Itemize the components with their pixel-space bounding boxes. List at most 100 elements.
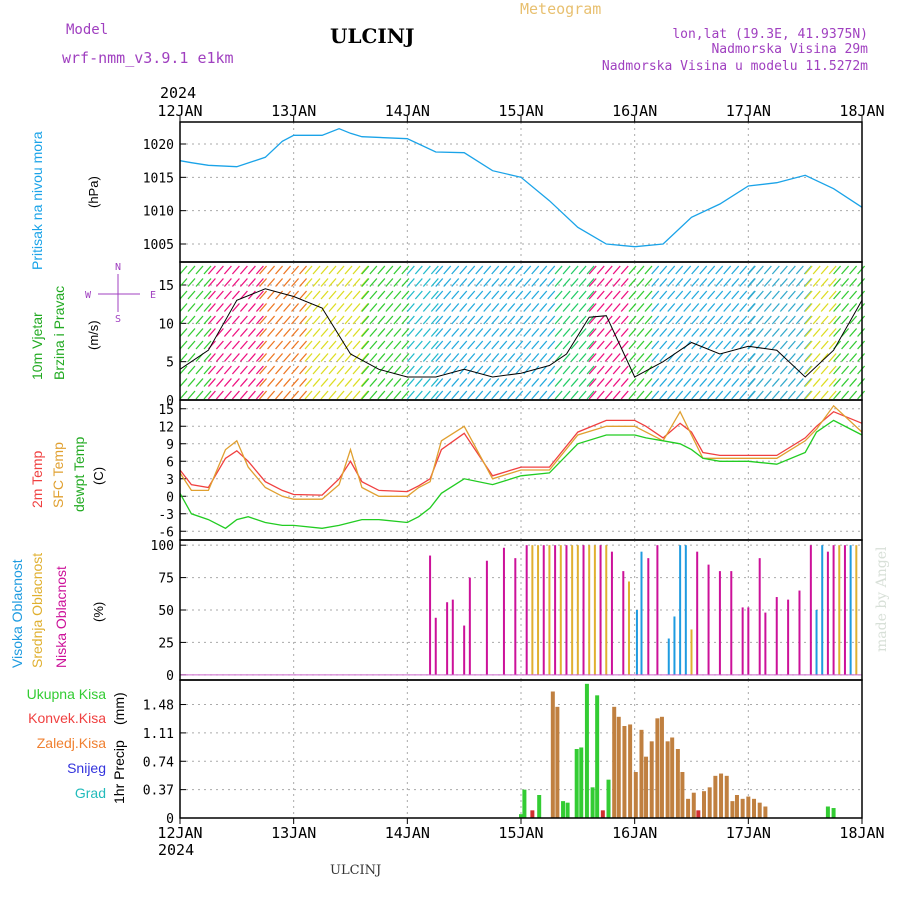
wind-arrow xyxy=(393,290,402,300)
wind-arrow xyxy=(547,365,556,375)
bar-precip xyxy=(757,802,762,818)
bar-precip xyxy=(574,749,579,818)
wind-arrow xyxy=(675,303,684,312)
wind-arrow xyxy=(849,328,858,337)
wind-arrow xyxy=(531,265,540,275)
wind-arrow xyxy=(299,378,308,387)
wind-arrow xyxy=(352,290,361,300)
wind-arrow xyxy=(604,328,613,337)
wind-arrow xyxy=(283,315,292,325)
wind-arrow xyxy=(779,378,788,387)
y-tick-label: 1010 xyxy=(143,205,174,220)
bar-cloud xyxy=(826,551,829,675)
wind-arrow xyxy=(554,290,563,300)
wind-arrow xyxy=(239,290,248,300)
wind-arrow xyxy=(531,290,540,300)
wind-arrow xyxy=(857,315,866,325)
wind-arrow xyxy=(531,353,540,362)
footer-station: ULCINJ xyxy=(330,863,381,878)
wind-arrow xyxy=(841,365,850,375)
wind-arrow xyxy=(475,315,484,325)
wind-arrow xyxy=(304,265,313,275)
wind-arrow xyxy=(312,340,321,350)
wind-arrow xyxy=(422,390,431,400)
wind-arrow xyxy=(604,353,613,362)
wind-arrow xyxy=(195,278,204,287)
wind-arrow xyxy=(620,340,629,350)
wind-arrow xyxy=(586,378,595,387)
wind-arrow xyxy=(771,365,780,375)
wind-arrow xyxy=(223,353,232,362)
wind-arrow xyxy=(255,378,264,387)
bar-cloud xyxy=(838,545,841,675)
wind-arrow xyxy=(820,340,829,350)
wind-arrow xyxy=(833,390,842,400)
wind-arrow xyxy=(179,353,188,362)
wind-arrow xyxy=(467,315,476,325)
wind-arrow xyxy=(554,315,563,325)
wind-arrow xyxy=(651,340,660,350)
wind-arrow xyxy=(739,315,748,325)
wind-arrow xyxy=(636,303,645,312)
wind-arrow xyxy=(414,365,423,375)
wind-arrow xyxy=(523,328,532,337)
wind-arrow xyxy=(179,315,188,325)
bar-precip xyxy=(522,789,527,818)
wind-arrow xyxy=(406,353,415,362)
wind-arrow xyxy=(612,315,621,325)
wind-arrow xyxy=(531,378,540,387)
wind-arrow xyxy=(385,328,394,337)
wind-arrow xyxy=(467,328,476,337)
wind-arrow xyxy=(578,390,587,400)
bar-cloud xyxy=(593,545,596,675)
wind-arrow xyxy=(291,328,300,337)
wind-arrow xyxy=(562,265,571,275)
wind-arrow xyxy=(539,378,548,387)
wind-arrow xyxy=(570,303,579,312)
wind-arrow xyxy=(491,278,500,287)
wind-arrow xyxy=(691,328,700,337)
wind-arrow xyxy=(406,328,415,337)
wind-arrow xyxy=(570,353,579,362)
bar-cloud xyxy=(485,560,488,675)
wind-arrow xyxy=(620,265,629,275)
wind-arrow xyxy=(651,290,660,300)
wind-arrow xyxy=(628,365,637,375)
x-tick-label-top: 12JAN xyxy=(157,102,202,120)
wind-arrow xyxy=(259,315,268,325)
wind-arrow xyxy=(203,290,212,300)
wind-arrow xyxy=(231,390,240,400)
wind-arrow xyxy=(651,315,660,325)
wind-arrow xyxy=(215,365,224,375)
wind-arrow xyxy=(385,390,394,400)
wind-arrow xyxy=(467,340,476,350)
wind-arrow xyxy=(820,265,829,275)
bar-cloud xyxy=(514,558,517,675)
wind-arrow xyxy=(683,365,692,375)
wind-arrow xyxy=(547,303,556,312)
wind-arrow xyxy=(275,290,284,300)
wind-arrow xyxy=(187,378,196,387)
wind-arrow xyxy=(715,328,724,337)
wind-arrow xyxy=(507,390,516,400)
bar-cloud xyxy=(832,545,835,675)
bar-precip xyxy=(584,683,589,818)
wind-arrow xyxy=(393,340,402,350)
wind-arrow xyxy=(369,340,378,350)
wind-arrow xyxy=(612,290,621,300)
wind-arrow xyxy=(443,378,452,387)
wind-arrow xyxy=(377,303,386,312)
wind-arrow xyxy=(352,328,361,337)
wind-arrow xyxy=(361,340,370,350)
wind-arrow xyxy=(849,303,858,312)
wind-arrow xyxy=(507,353,516,362)
wind-arrow xyxy=(231,290,240,300)
wind-arrow xyxy=(723,390,732,400)
wind-arrow xyxy=(578,315,587,325)
wind-arrow xyxy=(491,390,500,400)
wind-arrow xyxy=(675,328,684,337)
wind-arrow xyxy=(451,303,460,312)
wind-arrow xyxy=(841,265,850,275)
wind-arrow xyxy=(406,265,415,275)
panel-frame xyxy=(179,679,863,819)
